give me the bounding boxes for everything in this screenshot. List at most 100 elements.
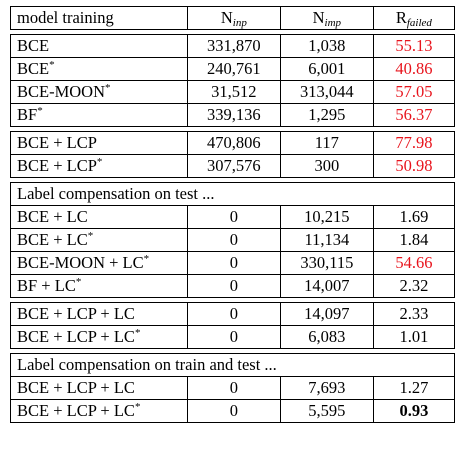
n-inp-cell: 0: [186, 399, 281, 423]
model-name: BF + LC: [17, 276, 76, 295]
n-inp-cell: 0: [186, 302, 281, 326]
n-inp-cell: 0: [186, 274, 281, 298]
r-failed-cell: 55.13: [372, 34, 455, 58]
r-failed-cell: 2.32: [372, 274, 455, 298]
n-imp-cell: 300: [279, 154, 374, 178]
header-model-training: model training: [10, 6, 188, 30]
table-row: BCE + LCP* 307,576 300 50.98: [10, 154, 455, 178]
model-name-cell: BCE + LCP + LC*: [10, 325, 188, 349]
n-inp-cell: 31,512: [186, 80, 281, 104]
r-failed-cell: 2.33: [372, 302, 455, 326]
n-inp-cell: 0: [186, 376, 281, 400]
model-name-cell: BCE-MOON + LC*: [10, 251, 188, 275]
model-star: *: [96, 156, 103, 168]
model-star: *: [143, 253, 150, 265]
table-row: BCE + LCP + LC 0 7,693 1.27: [10, 376, 455, 400]
section-header-row: Label compensation on test ...: [10, 182, 455, 206]
model-name-cell: BCE-MOON*: [10, 80, 188, 104]
model-name: BCE: [17, 59, 50, 78]
table-row: BF + LC* 0 14,007 2.32: [10, 274, 455, 298]
r-failed-cell: 56.37: [372, 103, 455, 127]
r-failed-cell: 77.98: [372, 131, 455, 155]
table-row: BCE-MOON* 31,512 313,044 57.05: [10, 80, 455, 104]
n-inp-cell: 331,870: [186, 34, 281, 58]
model-name-cell: BCE + LCP + LC: [10, 376, 188, 400]
n-inp-cell: 0: [186, 205, 281, 229]
model-star: *: [105, 82, 111, 94]
model-name-cell: BF + LC*: [10, 274, 188, 298]
r-failed-cell: 1.27: [372, 376, 455, 400]
header-row: model training Ninp Nimp Rfailed: [10, 6, 455, 30]
table-row: BCE 331,870 1,038 55.13: [10, 34, 455, 58]
model-name: BCE: [17, 36, 50, 55]
n-imp-cell: 14,097: [279, 302, 374, 326]
header-r-failed-base: R: [395, 8, 407, 27]
table-row: BCE + LCP + LC* 0 5,595 0.93: [10, 399, 455, 423]
r-failed-cell: 1.84: [372, 228, 455, 252]
n-inp-cell: 0: [186, 228, 281, 252]
n-imp-cell: 14,007: [279, 274, 374, 298]
table-row: BCE + LCP 470,806 117 77.98: [10, 131, 455, 155]
header-n-imp-sub: imp: [324, 17, 342, 29]
model-star: *: [37, 105, 43, 117]
header-n-inp-sub: inp: [232, 17, 247, 29]
n-imp-cell: 6,083: [279, 325, 374, 349]
model-name-cell: BCE: [10, 34, 188, 58]
model-star: *: [87, 230, 94, 242]
n-inp-cell: 339,136: [186, 103, 281, 127]
n-inp-cell: 0: [186, 325, 281, 349]
n-imp-cell: 5,595: [279, 399, 374, 423]
n-imp-cell: 1,295: [279, 103, 374, 127]
r-failed-cell: 57.05: [372, 80, 455, 104]
n-imp-cell: 313,044: [279, 80, 374, 104]
model-star: *: [49, 59, 55, 71]
model-name-cell: BCE + LCP: [10, 131, 188, 155]
n-imp-cell: 10,215: [279, 205, 374, 229]
header-r-failed-sub: failed: [406, 17, 432, 29]
n-imp-cell: 330,115: [279, 251, 374, 275]
results-table: model training Ninp Nimp Rfailed BCE 331,…: [10, 6, 455, 423]
n-imp-cell: 6,001: [279, 57, 374, 81]
model-name: BCE + LCP: [17, 156, 97, 175]
r-failed-cell: 40.86: [372, 57, 455, 81]
model-name: BCE + LCP + LC: [17, 401, 135, 420]
model-name: BCE + LCP + LC: [17, 304, 135, 323]
model-name: BCE-MOON + LC: [17, 253, 144, 272]
r-failed-cell: 54.66: [372, 251, 455, 275]
model-name: BCE + LCP: [17, 133, 97, 152]
header-n-imp: Nimp: [279, 6, 374, 30]
r-failed-cell: 50.98: [372, 154, 455, 178]
n-imp-cell: 11,134: [279, 228, 374, 252]
table-row: BF* 339,136 1,295 56.37: [10, 103, 455, 127]
table-row: BCE* 240,761 6,001 40.86: [10, 57, 455, 81]
model-name: BCE + LCP + LC: [17, 378, 135, 397]
n-imp-cell: 7,693: [279, 376, 374, 400]
header-r-failed: Rfailed: [372, 6, 455, 30]
r-failed-cell: 1.01: [372, 325, 455, 349]
n-inp-cell: 0: [186, 251, 281, 275]
n-imp-cell: 1,038: [279, 34, 374, 58]
model-name: BCE + LCP + LC: [17, 327, 135, 346]
header-n-inp-base: N: [220, 8, 233, 27]
model-name: BCE + LC: [17, 230, 88, 249]
model-name: BCE-MOON: [17, 82, 106, 101]
header-n-imp-base: N: [312, 8, 325, 27]
n-imp-cell: 117: [279, 131, 374, 155]
model-name-cell: BCE + LC: [10, 205, 188, 229]
r-failed-cell: 0.93: [372, 399, 455, 423]
n-inp-cell: 240,761: [186, 57, 281, 81]
model-name-cell: BCE + LCP + LC: [10, 302, 188, 326]
section-title: Label compensation on train and test ...: [10, 353, 455, 377]
section-header-row: Label compensation on train and test ...: [10, 353, 455, 377]
model-name-cell: BCE + LCP*: [10, 154, 188, 178]
table-row: BCE + LC 0 10,215 1.69: [10, 205, 455, 229]
r-failed-cell: 1.69: [372, 205, 455, 229]
table-row: BCE + LCP + LC 0 14,097 2.33: [10, 302, 455, 326]
section-title: Label compensation on test ...: [10, 182, 455, 206]
n-inp-cell: 470,806: [186, 131, 281, 155]
model-name: BCE + LC: [17, 207, 88, 226]
table-row: BCE + LC* 0 11,134 1.84: [10, 228, 455, 252]
n-inp-cell: 307,576: [186, 154, 281, 178]
model-name-cell: BF*: [10, 103, 188, 127]
table-row: BCE + LCP + LC* 0 6,083 1.01: [10, 325, 455, 349]
